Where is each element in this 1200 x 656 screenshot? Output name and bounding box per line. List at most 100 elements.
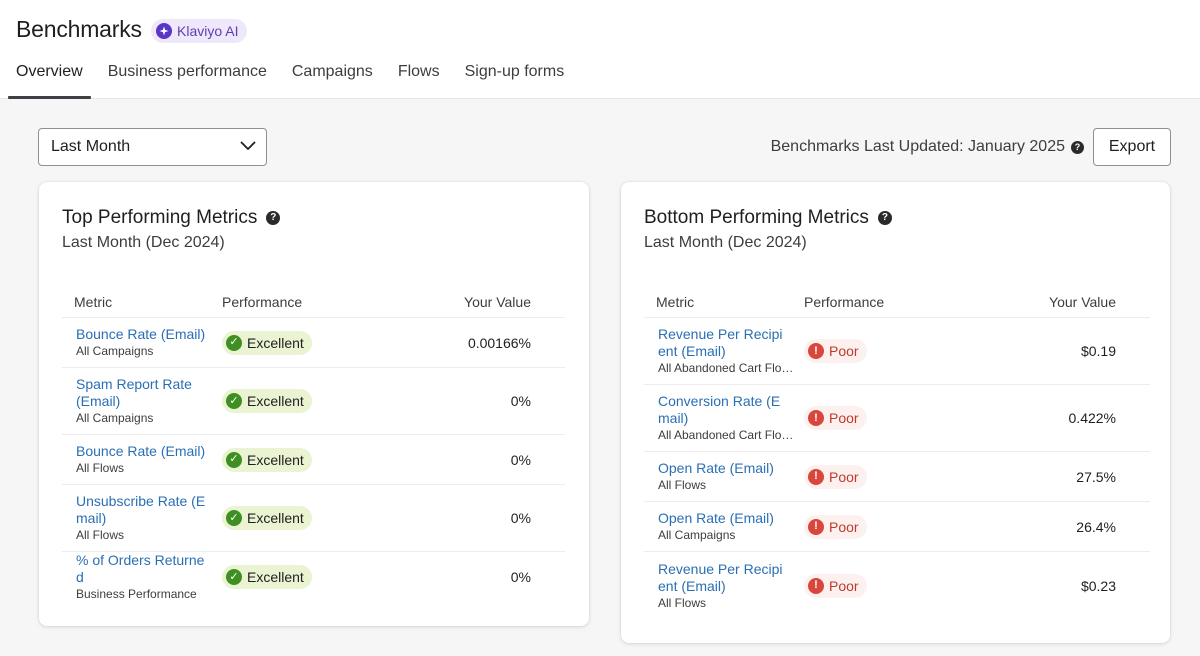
table-row: Open Rate (Email) All Flows ! Poor 27.5% <box>644 452 1150 502</box>
badge-label: Excellent <box>247 334 304 351</box>
metric-value: 0% <box>510 393 531 409</box>
performance-badge: ! Poor <box>804 339 867 363</box>
metric-scope: All Abandoned Cart Flo… <box>658 361 794 375</box>
klaviyo-ai-badge[interactable]: Klaviyo AI <box>151 19 248 43</box>
export-button[interactable]: Export <box>1093 128 1171 166</box>
table-row: Revenue Per Recipient (Email) All Abando… <box>644 318 1150 385</box>
badge-label: Excellent <box>247 510 304 526</box>
metric-link[interactable]: Revenue Per Recipient (Email) <box>658 560 783 594</box>
table-row: % of Orders Returned Business Performanc… <box>62 552 565 602</box>
exclamation-circle-icon: ! <box>808 468 824 485</box>
column-metric: Metric <box>74 293 113 310</box>
badge-label: Excellent <box>247 451 304 468</box>
metric-value: 0% <box>510 569 531 585</box>
performance-badge: ! Poor <box>804 573 867 598</box>
metric-scope: All Flows <box>658 595 707 610</box>
performance-badge: ✓ Excellent <box>222 506 312 530</box>
metric-link[interactable]: Unsubscribe Rate (Email) <box>76 493 206 526</box>
tab-business-performance[interactable]: Business performance <box>107 63 267 80</box>
card-title: Bottom Performing Metrics ? <box>644 207 892 229</box>
badge-label: Poor <box>829 343 859 359</box>
exclamation-circle-icon: ! <box>808 577 824 594</box>
column-performance: Performance <box>222 293 303 310</box>
metric-value: 0% <box>510 510 531 526</box>
metric-scope: Business Performance <box>76 587 197 601</box>
card-title-text: Bottom Performing Metrics <box>644 207 869 228</box>
metric-link[interactable]: Conversion Rate (Email) <box>658 393 781 426</box>
exclamation-circle-icon: ! <box>808 410 824 426</box>
period-selected-value: Last Month <box>51 138 131 155</box>
performance-badge: ✓ Excellent <box>222 565 312 589</box>
column-metric: Metric <box>656 293 695 310</box>
question-circle-icon[interactable]: ? <box>1071 140 1084 154</box>
sparkle-icon <box>156 23 172 39</box>
performance-badge: ! Poor <box>804 406 867 430</box>
metric-scope: All Flows <box>658 478 707 492</box>
card-subtitle: Last Month (Dec 2024) <box>62 234 225 251</box>
tab-signup-forms[interactable]: Sign-up forms <box>464 63 565 80</box>
card-title-text: Top Performing Metrics <box>62 207 258 228</box>
card-title: Top Performing Metrics ? <box>62 207 281 229</box>
performance-badge: ✓ Excellent <box>222 330 312 355</box>
metric-scope: All Flows <box>76 528 125 542</box>
exclamation-circle-icon: ! <box>808 518 824 535</box>
bottom-performing-card: Bottom Performing Metrics ? Last Month (… <box>621 182 1170 643</box>
question-circle-icon[interactable]: ? <box>877 211 892 225</box>
badge-label: Excellent <box>247 569 304 585</box>
badge-label: Poor <box>829 410 859 426</box>
metric-scope: All Campaigns <box>658 528 736 542</box>
check-circle-icon: ✓ <box>226 569 242 585</box>
table-header: Metric Performance Your Value <box>62 286 565 318</box>
table-row: Spam Report Rate (Email) All Campaigns ✓… <box>62 368 565 435</box>
metric-value: 0.00166% <box>467 334 531 351</box>
table-row: Open Rate (Email) All Campaigns ! Poor 26… <box>644 502 1150 552</box>
benchmarks-updated-info: Benchmarks Last Updated: January 2025 ? <box>771 138 1084 156</box>
metric-scope: All Campaigns <box>76 411 154 425</box>
table-row: Bounce Rate (Email) All Campaigns ✓ Excel… <box>62 318 565 368</box>
table-row: Conversion Rate (Email) All Abandoned Ca… <box>644 385 1150 452</box>
metric-scope: All Campaigns <box>76 344 154 358</box>
table-row: Bounce Rate (Email) All Flows ✓ Excellent… <box>62 435 565 485</box>
metric-scope: All Abandoned Cart Flo… <box>658 428 794 442</box>
metric-link[interactable]: Revenue Per Recipient (Email) <box>658 326 783 359</box>
tab-overview[interactable]: Overview <box>8 50 91 99</box>
metrics-table: Metric Performance Your Value Bounce Rat… <box>62 286 565 602</box>
performance-badge: ! Poor <box>804 514 867 539</box>
metric-value: $0.19 <box>1080 343 1116 359</box>
badge-label: Excellent <box>247 393 304 409</box>
metrics-table: Metric Performance Your Value Revenue Pe… <box>644 286 1150 619</box>
table-row: Unsubscribe Rate (Email) All Flows ✓ Exce… <box>62 485 565 552</box>
check-circle-icon: ✓ <box>226 510 242 526</box>
table-row: Revenue Per Recipient (Email) All Flows … <box>644 552 1150 619</box>
metric-value: $0.23 <box>1080 577 1116 594</box>
performance-badge: ! Poor <box>804 464 867 489</box>
question-circle-icon[interactable]: ? <box>266 211 281 225</box>
metric-link[interactable]: Open Rate (Email) <box>658 460 774 476</box>
tab-flows[interactable]: Flows <box>397 63 440 80</box>
period-dropdown[interactable]: Last Month <box>38 128 267 166</box>
check-circle-icon: ✓ <box>226 334 242 351</box>
metric-link[interactable]: Bounce Rate (Email) <box>76 443 206 459</box>
badge-label: Poor <box>829 468 859 485</box>
tab-bar: Overview Business performance Campaigns … <box>8 50 581 99</box>
check-circle-icon: ✓ <box>226 393 242 409</box>
table-header: Metric Performance Your Value <box>644 286 1150 318</box>
chevron-down-icon <box>240 138 256 156</box>
ai-badge-label: Klaviyo AI <box>177 23 239 39</box>
metric-value: 0.422% <box>1068 410 1116 426</box>
page-title: Benchmarks <box>16 16 142 42</box>
metric-link[interactable]: Bounce Rate (Email) <box>76 326 206 342</box>
top-performing-card: Top Performing Metrics ? Last Month (Dec… <box>39 182 589 626</box>
metric-link[interactable]: Open Rate (Email) <box>658 510 774 526</box>
header-bar: Benchmarks Klaviyo AI Overview Business … <box>0 0 1200 99</box>
badge-label: Poor <box>829 577 859 594</box>
check-circle-icon: ✓ <box>226 451 242 468</box>
card-subtitle: Last Month (Dec 2024) <box>644 234 807 251</box>
metric-value: 26.4% <box>1076 518 1116 535</box>
metric-value: 0% <box>510 451 531 468</box>
tab-campaigns[interactable]: Campaigns <box>291 63 373 80</box>
metric-link[interactable]: % of Orders Returned <box>76 552 205 585</box>
column-your-value: Your Value <box>1049 293 1116 310</box>
performance-badge: ✓ Excellent <box>222 447 312 472</box>
metric-link[interactable]: Spam Report Rate (Email) <box>76 376 192 409</box>
